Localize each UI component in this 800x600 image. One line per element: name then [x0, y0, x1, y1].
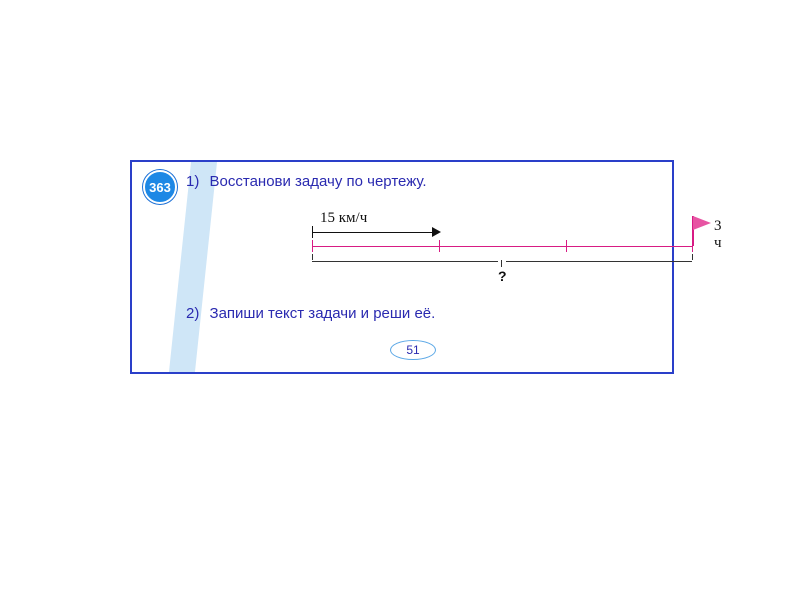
speed-label: 15 км/ч	[320, 210, 367, 227]
problem-number-badge: 363	[143, 170, 177, 204]
direction-arrow-head	[432, 227, 441, 237]
axis-tick-1	[439, 240, 440, 252]
page-margin-stripe	[169, 162, 217, 372]
task-1: 1) Восстанови задачу по чертежу.	[186, 173, 427, 190]
task-2-num: 2)	[186, 305, 199, 322]
task-2-text: Запиши текст задачи и реши её.	[210, 305, 436, 322]
axis-tick-0	[312, 240, 313, 252]
time-value: 3 ч	[714, 218, 722, 251]
task-1-num: 1)	[186, 173, 199, 190]
page-number-pill: 51	[390, 340, 436, 360]
direction-arrow-shaft	[312, 232, 432, 233]
direction-arrow-start-tick	[312, 226, 313, 238]
time-label: 3 ч	[714, 218, 722, 252]
distance-diagram: 15 км/ч 3 ч ?	[312, 210, 712, 282]
problem-number: 363	[149, 180, 171, 195]
axis-tick-2	[566, 240, 567, 252]
flag-icon	[693, 216, 711, 230]
task-1-text: Восстанови задачу по чертежу.	[210, 173, 427, 190]
question-mark: ?	[498, 268, 507, 284]
brace-left	[312, 259, 498, 262]
unknown-distance-label: ?	[498, 268, 507, 284]
speed-value: 15 км/ч	[320, 210, 367, 226]
brace-right	[506, 259, 692, 262]
brace-center-tip	[501, 260, 502, 267]
brace-right-tip	[692, 254, 693, 260]
task-2: 2) Запиши текст задачи и реши её.	[186, 305, 435, 322]
axis-line	[312, 246, 692, 247]
page-number: 51	[406, 343, 419, 357]
problem-card: 363 1) Восстанови задачу по чертежу. 15 …	[130, 160, 674, 374]
